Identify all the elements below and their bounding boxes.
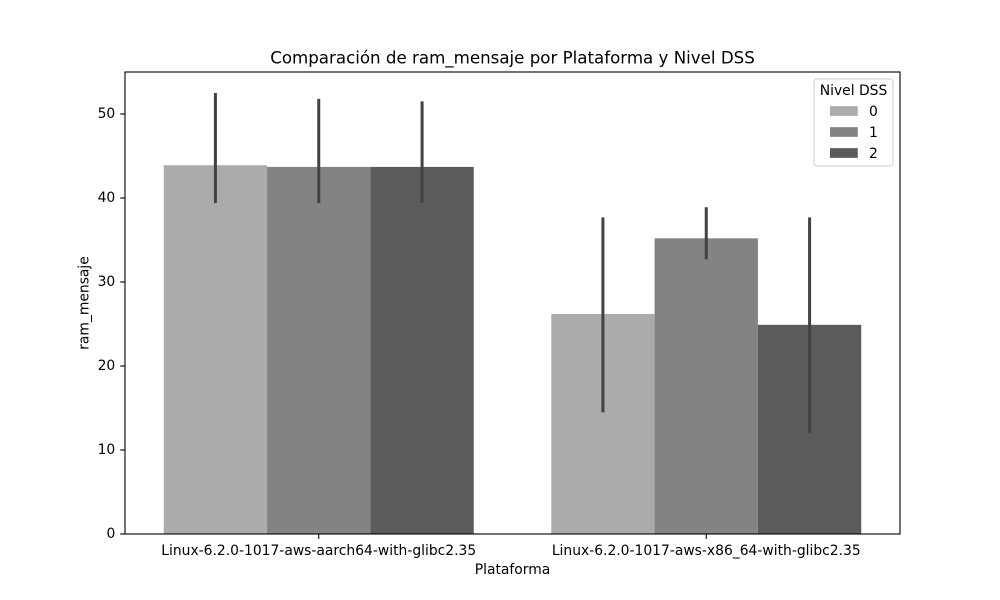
legend: Nivel DSS 0 1 2 (813, 78, 894, 167)
y-tick-label-50: 50 (98, 106, 116, 122)
legend-swatch-0 (830, 106, 858, 116)
y-tick-label-10: 10 (98, 442, 116, 458)
legend-frame (813, 78, 894, 167)
legend-label-2: 2 (869, 146, 878, 162)
y-tick-label-30: 30 (98, 274, 116, 290)
plot-frame (124, 71, 901, 535)
x-axis: Linux-6.2.0-1017-aws-aarch64-with-glibc2… (161, 534, 861, 559)
bars-layer (163, 165, 862, 535)
bar-series-1-category-1 (654, 238, 758, 534)
bar-series-1-category-0 (267, 166, 371, 535)
y-axis-label: ram_mensaje (77, 256, 93, 350)
y-tick-label-20: 20 (98, 358, 116, 374)
bar-series-0-category-0 (163, 165, 268, 535)
x-tick-label-0: Linux-6.2.0-1017-aws-aarch64-with-glibc2… (161, 543, 476, 559)
legend-label-1: 1 (869, 125, 878, 141)
chart-title: Comparación de ram_mensaje por Plataform… (270, 49, 755, 69)
legend-swatch-1 (830, 127, 858, 137)
y-tick-label-40: 40 (98, 190, 116, 206)
legend-entries: 0 1 2 (830, 104, 878, 162)
error-bars-layer (213, 93, 812, 434)
legend-title: Nivel DSS (820, 83, 888, 99)
legend-swatch-2 (830, 148, 858, 158)
bar-series-2-category-0 (370, 166, 474, 535)
x-tick-label-1: Linux-6.2.0-1017-aws-x86_64-with-glibc2.… (552, 543, 861, 559)
legend-label-0: 0 (869, 104, 878, 120)
y-tick-label-0: 0 (106, 526, 115, 542)
y-axis: 0 10 20 30 40 50 (98, 106, 125, 542)
x-axis-label: Plataforma (475, 562, 551, 578)
